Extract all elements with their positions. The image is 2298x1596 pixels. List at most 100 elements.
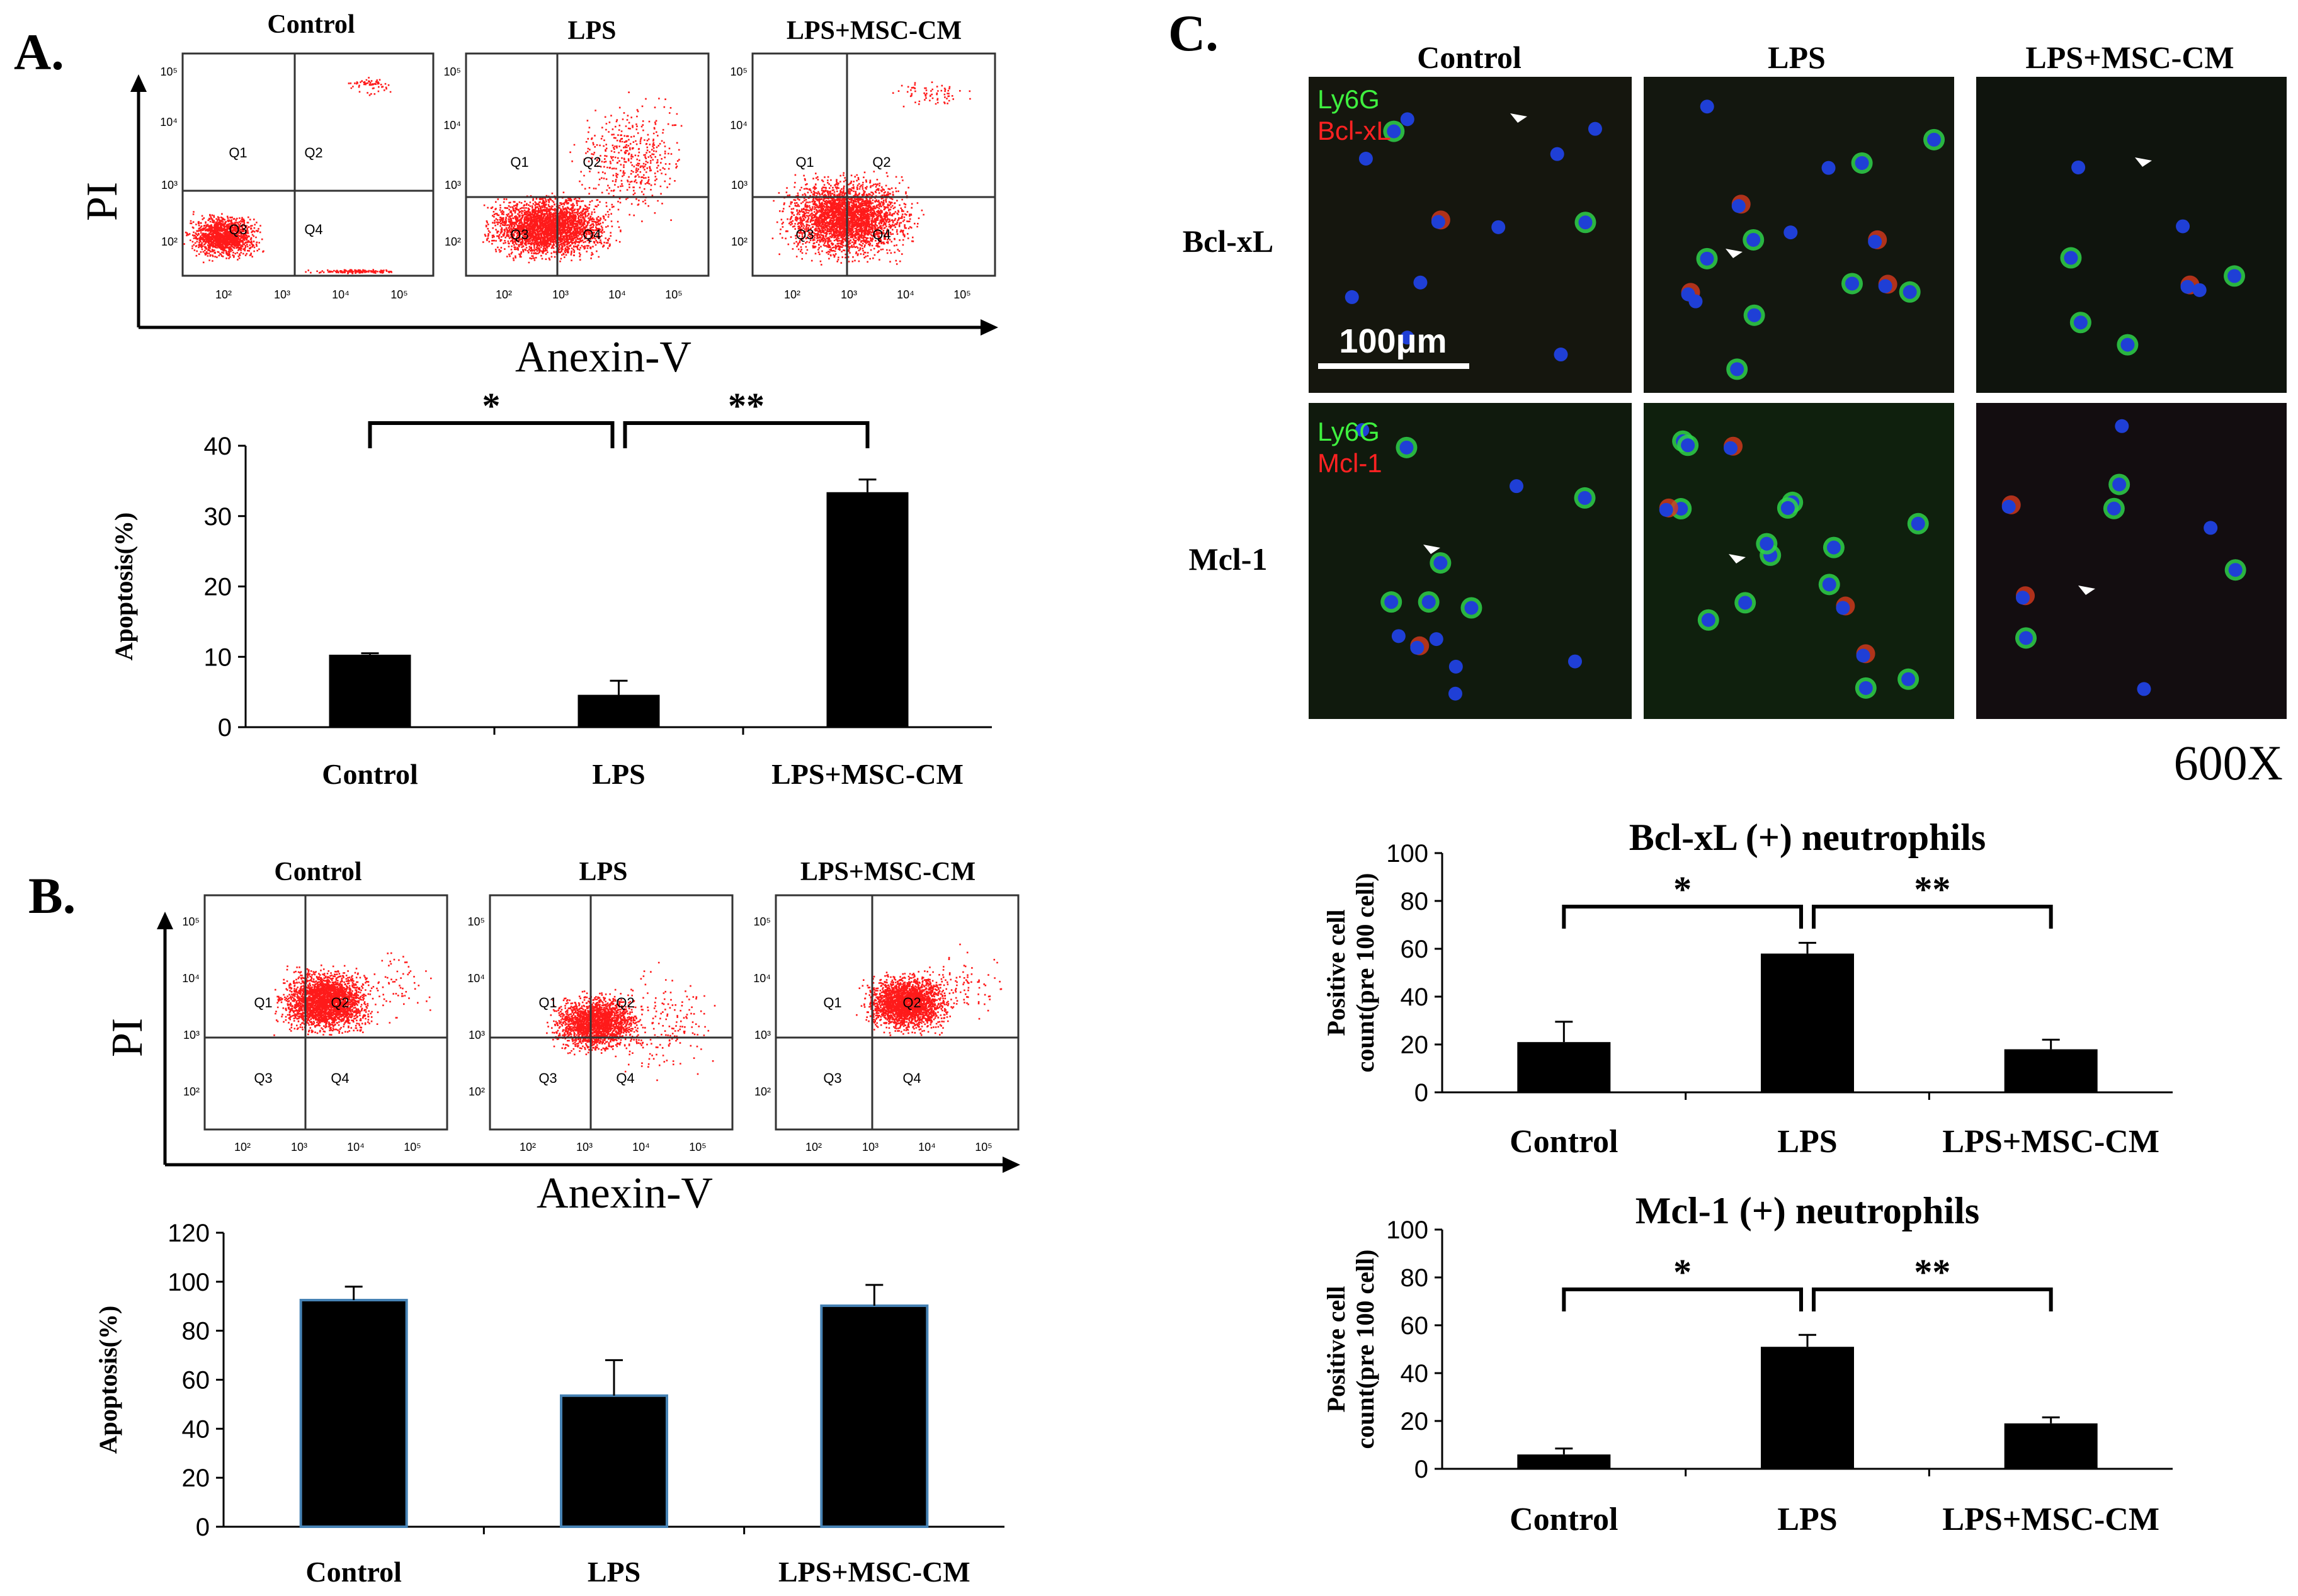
tick-label: 10³: [731, 179, 748, 191]
row-label: Mcl-1: [1189, 541, 1268, 577]
y-tick-label: 60: [1401, 936, 1429, 963]
tick-label: 10²: [784, 288, 800, 301]
significance-label: *: [1673, 869, 1692, 910]
y-axis-label: Apoptosis(%): [94, 1306, 122, 1454]
quadrant-label: Q1: [254, 995, 272, 1010]
micrograph: [1644, 77, 1954, 393]
x-axis-label: Anexin-V: [515, 333, 691, 382]
marker-label-red: Bcl-xL: [1317, 116, 1391, 145]
quadrant-label: Q3: [823, 1070, 841, 1086]
y-tick-label: 60: [1401, 1312, 1429, 1340]
row-label: Bcl-xL: [1183, 224, 1273, 259]
quadrant-label: Q1: [823, 995, 841, 1010]
tick-label: 10⁵: [754, 915, 771, 928]
quadrant-label: Q2: [304, 145, 322, 161]
tick-label: 10²: [183, 1085, 200, 1098]
tick-label: 10²: [234, 1141, 251, 1153]
tick-label: 10⁴: [443, 119, 461, 132]
tick-label: 10²: [731, 235, 748, 248]
quadrant-label: Q4: [304, 222, 322, 237]
y-tick-label: 40: [1401, 1360, 1429, 1388]
significance-bracket: [1562, 905, 1803, 929]
tick-label: 10³: [445, 179, 461, 191]
micrograph: [1976, 403, 2287, 719]
tick-label: 10⁵: [731, 65, 748, 78]
quadrant-label: Q1: [538, 995, 557, 1010]
tick-label: 10⁵: [183, 915, 200, 928]
cloud-1: [482, 191, 622, 264]
y-tick-label: 100: [168, 1269, 210, 1296]
plot-frame: [465, 52, 710, 277]
tick-label: 10⁵: [468, 915, 485, 928]
cloud-1: [183, 211, 264, 264]
y-tick-label: 20: [182, 1464, 210, 1492]
y-tick-label: 10: [204, 643, 232, 671]
category-label: Control: [1510, 1124, 1618, 1160]
bar-chart-c2: Mcl-1 (+) neutrophils 0 20 40 60 80 100Positiv…: [1322, 1190, 2173, 1537]
flow-plot: LPS Q1 Q2 Q3 Q4 10² 10³ 10⁴ 10⁵ 10⁵ 10⁴ …: [467, 857, 734, 1153]
panel-label-c: C.: [1168, 4, 1219, 62]
bar: [2004, 1423, 2098, 1469]
y-axis-label: Positive cellcount(pre 100 cell): [1322, 1250, 1379, 1449]
category-label: LPS: [588, 1556, 640, 1588]
category-label: LPS+MSC-CM: [1942, 1502, 2159, 1537]
tick-label: 10³: [576, 1141, 593, 1153]
micrograph: [1976, 77, 2287, 393]
quadrant-label: Q2: [331, 995, 349, 1010]
bar-chart-b: 0 20 40 60 80 100 120 Apoptosis(%) Control LPS LPS…: [94, 1220, 1004, 1588]
tick-label: 10⁵: [404, 1141, 421, 1153]
flow-title: LPS+MSC-CM: [800, 857, 976, 886]
cloud-1: [771, 171, 924, 266]
quadrant-label: Q4: [331, 1070, 349, 1086]
tick-label: 10⁵: [975, 1141, 992, 1153]
tick-label: 10⁴: [467, 972, 485, 985]
tick-label: 10⁵: [665, 288, 682, 301]
quadrant-label: Q3: [795, 227, 814, 242]
flow-title: Control: [267, 10, 355, 39]
chart-title: Mcl-1 (+) neutrophils: [1635, 1190, 1979, 1231]
y-axis-label: Positive cellcount(pre 100 cell): [1322, 873, 1379, 1073]
y-axis-label: PI: [103, 1018, 152, 1057]
cloud-3: [305, 269, 392, 274]
tick-label: 10²: [445, 235, 461, 248]
category-label: LPS: [1777, 1124, 1837, 1160]
tick-label: 10³: [754, 1029, 771, 1041]
quadrant-label: Q2: [616, 995, 634, 1010]
y-tick-label: 20: [204, 574, 232, 601]
y-tick-label: 80: [1401, 888, 1429, 915]
tick-label: 10²: [496, 288, 512, 301]
y-tick-label: 0: [218, 714, 232, 742]
significance-bracket: [1812, 905, 2053, 929]
panel-label-b: B.: [28, 867, 76, 924]
y-tick-label: 0: [1414, 1456, 1428, 1483]
quadrant-label: Q3: [510, 227, 528, 242]
flow-plot: LPS+MSC-CM Q1 Q2 Q3 Q4 10² 10³ 10⁴ 10⁵ 1…: [730, 16, 996, 301]
y-tick-label: 20: [1401, 1031, 1429, 1059]
tick-label: 10³: [841, 288, 857, 301]
marker-label-red: Mcl-1: [1317, 448, 1382, 478]
quadrant-label: Q1: [510, 154, 528, 170]
cloud-2: [348, 77, 392, 96]
y-tick-label: 30: [204, 503, 232, 531]
significance-label: **: [1914, 869, 1950, 910]
panel-label-a: A.: [14, 23, 64, 81]
quadrant-label: Q2: [872, 154, 890, 170]
quadrant-label: Q1: [795, 154, 814, 170]
quadrant-label: Q2: [583, 154, 601, 170]
y-axis-label: PI: [78, 182, 127, 221]
quadrant-label: Q2: [902, 995, 921, 1010]
category-label: LPS: [1777, 1502, 1837, 1537]
flow-panel-b: Control Q1 Q2 Q3 Q4 10² 10³ 10⁴ 10⁵ 10⁵ …: [103, 857, 1020, 1218]
bar: [1517, 1454, 1611, 1469]
tick-label: 10⁴: [632, 1141, 650, 1153]
bar: [826, 492, 909, 727]
micrograph: Ly6G Mcl-1: [1309, 403, 1632, 719]
x-axis-label: Anexin-V: [537, 1169, 713, 1218]
tick-label: 10⁵: [953, 288, 970, 301]
scale-bar: [1318, 363, 1469, 369]
tick-label: 10⁴: [347, 1141, 365, 1153]
tick-label: 10³: [552, 288, 569, 301]
bar-chart-c1: Bcl-xL (+) neutrophils 0 20 40 60 80 100Positi…: [1322, 817, 2173, 1160]
quadrant-label: Q4: [616, 1070, 634, 1086]
